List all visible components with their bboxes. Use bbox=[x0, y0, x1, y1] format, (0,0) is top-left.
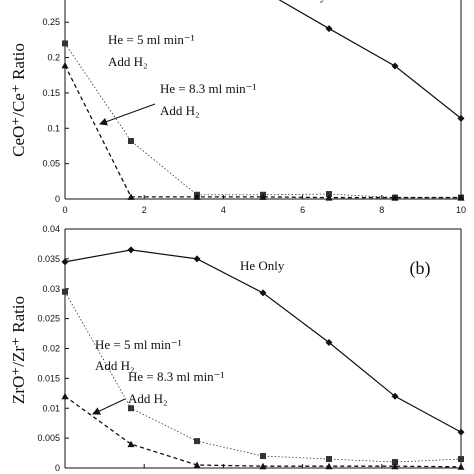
data-point bbox=[325, 25, 333, 33]
data-point bbox=[61, 258, 69, 266]
data-point bbox=[193, 461, 201, 469]
data-point bbox=[391, 462, 399, 470]
data-point bbox=[259, 289, 267, 297]
data-point bbox=[325, 194, 333, 201]
data-point bbox=[127, 193, 135, 200]
data-point bbox=[391, 392, 399, 400]
data-point bbox=[325, 339, 333, 347]
series-label: He Only bbox=[240, 258, 285, 273]
y-tick-label: 0 bbox=[55, 194, 60, 204]
series-line bbox=[64, 291, 462, 463]
data-point bbox=[391, 194, 399, 201]
y-tick-label: 0.01 bbox=[42, 403, 60, 413]
x-tick-label: 8 bbox=[379, 205, 384, 215]
annotation: Add H₂ bbox=[160, 103, 200, 118]
arrow bbox=[92, 398, 126, 415]
series-label: He = 8.3 ml min⁻¹ bbox=[128, 369, 225, 384]
series-label: He = 8.3 ml min⁻¹ bbox=[160, 81, 257, 96]
data-point bbox=[193, 193, 201, 200]
data-point bbox=[62, 288, 68, 295]
annotation: Add H₂ bbox=[108, 54, 148, 69]
annotation: Add H₂ bbox=[128, 391, 168, 406]
y-tick-label: 0.25 bbox=[42, 17, 60, 27]
data-point bbox=[61, 392, 69, 400]
data-point bbox=[62, 40, 68, 47]
data-point bbox=[458, 456, 464, 463]
data-point bbox=[457, 428, 465, 436]
y-tick-label: 0.03 bbox=[42, 284, 60, 294]
y-tick-label: 0.015 bbox=[37, 373, 60, 383]
data-point bbox=[259, 193, 267, 200]
data-point bbox=[127, 246, 135, 254]
series-label: He = 5 ml min⁻¹ bbox=[95, 337, 182, 352]
data-point bbox=[326, 456, 333, 463]
data-point bbox=[260, 453, 266, 460]
arrow bbox=[99, 103, 156, 126]
data-point bbox=[325, 462, 333, 470]
series-line bbox=[278, 0, 462, 119]
plot-area bbox=[61, 246, 465, 470]
y-tick-label: 0.025 bbox=[37, 314, 60, 324]
annotation: Add H₂ bbox=[95, 358, 135, 373]
y-tick-label: 0.15 bbox=[42, 88, 60, 98]
y-tick-label: 0.05 bbox=[42, 159, 60, 169]
x-tick-label: 4 bbox=[221, 205, 226, 215]
data-point bbox=[193, 438, 200, 445]
data-point bbox=[457, 463, 465, 470]
y-tick-label: 0.02 bbox=[42, 344, 60, 354]
data-point bbox=[457, 114, 465, 122]
data-point bbox=[391, 62, 399, 70]
data-point bbox=[127, 440, 135, 448]
data-point bbox=[128, 405, 135, 412]
y-axis-label: ZrO⁺/Zr⁺ Ratio bbox=[9, 296, 28, 404]
data-point bbox=[128, 138, 135, 145]
y-tick-label: 0.04 bbox=[42, 224, 60, 234]
x-tick-label: 0 bbox=[62, 205, 67, 215]
series-label: He Only bbox=[282, 0, 327, 3]
data-point bbox=[457, 194, 465, 201]
y-axis-label: CeO⁺/Ce⁺ Ratio bbox=[9, 43, 28, 157]
data-point bbox=[326, 191, 333, 198]
x-tick-label: 6 bbox=[300, 205, 305, 215]
x-tick-label: 10 bbox=[456, 205, 466, 215]
y-tick-label: 0.1 bbox=[47, 123, 60, 133]
y-tick-label: 0.2 bbox=[47, 53, 60, 63]
plot-area bbox=[61, 0, 465, 201]
data-point bbox=[391, 459, 398, 466]
data-point bbox=[61, 61, 69, 69]
y-tick-label: 0.035 bbox=[37, 254, 60, 264]
data-point bbox=[193, 255, 201, 263]
x-tick-label: 2 bbox=[142, 205, 147, 215]
data-point bbox=[259, 462, 267, 470]
panel-label: (b) bbox=[410, 258, 431, 279]
series-label: He = 5 ml min⁻¹ bbox=[108, 32, 195, 47]
y-tick-label: 0 bbox=[55, 463, 60, 473]
y-tick-label: 0.005 bbox=[37, 433, 60, 443]
